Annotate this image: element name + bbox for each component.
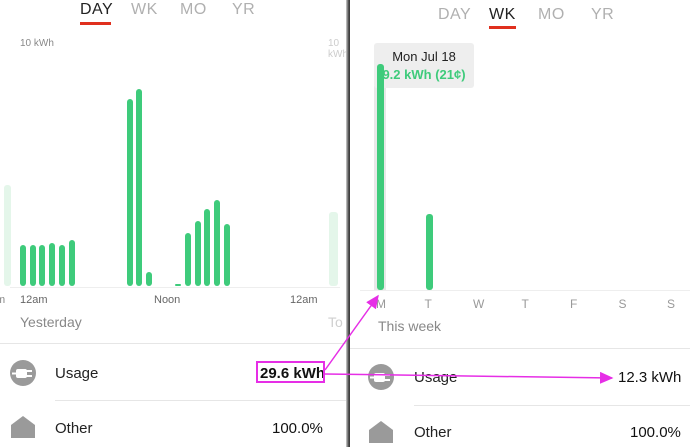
bar-hour-4[interactable] [58, 245, 65, 286]
arrow-to-monday [324, 294, 379, 371]
usage-label: Usage [55, 365, 99, 382]
tab-day[interactable]: DAY [80, 1, 114, 18]
usage-label: Usage [414, 369, 458, 386]
tab-day[interactable]: DAY [438, 6, 472, 23]
bar-hour-3[interactable] [49, 242, 56, 286]
tab-month[interactable]: MO [538, 6, 565, 23]
tab-year[interactable]: YR [591, 6, 615, 23]
x-tick-day-1: T [424, 297, 432, 311]
other-label: Other [414, 424, 452, 441]
bar-prev-day-edge [4, 185, 11, 286]
period-label-next-cut: To [328, 314, 343, 330]
bar-day-0[interactable] [377, 63, 384, 290]
x-tick-day-4: F [570, 297, 578, 311]
other-value: 100.0% [630, 424, 681, 441]
row-divider [55, 400, 347, 401]
tooltip-date: Mon Jul 18 [392, 49, 456, 64]
other-label: Other [55, 420, 93, 437]
bar-next-day-edge [329, 211, 338, 286]
screenshot-divider [346, 0, 350, 447]
usage-value: 29.6 kWh [260, 365, 326, 382]
bar-hour-12[interactable] [136, 89, 143, 286]
usage-value-highlight-box [256, 361, 325, 383]
chart-baseline [360, 290, 690, 291]
active-tab-underline [489, 26, 516, 29]
x-tick-day-3: T [521, 297, 529, 311]
tab-week[interactable]: WK [489, 6, 516, 23]
bar-hour-2[interactable] [39, 245, 46, 286]
house-icon [11, 416, 35, 438]
bar-hour-11[interactable] [126, 98, 133, 286]
chart-baseline [10, 287, 340, 288]
bar-hour-13[interactable] [146, 271, 153, 286]
x-tick-cut: m [0, 294, 6, 306]
bar-hour-21[interactable] [223, 223, 230, 286]
y-axis-max-label-next: 10 kWh [328, 38, 347, 60]
x-tick-noon: Noon [154, 294, 181, 306]
bar-hour-18[interactable] [194, 221, 201, 286]
other-value: 100.0% [272, 420, 323, 437]
tooltip-value: 9.2 kWh (21¢) [382, 67, 466, 82]
bar-hour-20[interactable] [214, 199, 220, 286]
row-divider [414, 405, 690, 406]
active-tab-underline [80, 22, 111, 25]
bar-hour-0[interactable] [20, 245, 26, 286]
x-tick-day-6: S [667, 297, 676, 311]
x-tick-day-0: M [376, 297, 386, 311]
usage-value: 12.3 kWh [618, 369, 682, 386]
x-tick-day-2: W [473, 297, 485, 311]
section-divider [350, 348, 690, 349]
x-tick-day-5: S [618, 297, 627, 311]
tab-week[interactable]: WK [131, 1, 158, 18]
section-divider [0, 343, 347, 344]
period-label: This week [378, 318, 442, 334]
bar-hour-5[interactable] [68, 240, 75, 286]
x-tick-12am-end: 12am [290, 294, 318, 306]
plug-icon [10, 360, 36, 386]
y-axis-max-label: 10 kWh [20, 38, 54, 49]
left-screen-day-view: DAY WK MO YR 10 kWh 10 kWh m 12am Noon 1… [0, 1, 347, 438]
bar-hour-1[interactable] [29, 245, 36, 286]
bar-hour-19[interactable] [204, 209, 211, 286]
bar-hour-17[interactable] [184, 233, 191, 286]
period-label: Yesterday [20, 314, 82, 330]
x-tick-12am: 12am [20, 294, 48, 306]
tab-year[interactable]: YR [232, 1, 256, 18]
arrow-to-week-usage [324, 371, 614, 384]
bar-hour-16[interactable] [175, 283, 182, 286]
house-icon [369, 421, 393, 443]
bar-day-1[interactable] [425, 213, 433, 290]
tab-month[interactable]: MO [180, 1, 207, 18]
bar-tooltip: Mon Jul 18 9.2 kWh (21¢) [374, 43, 474, 88]
